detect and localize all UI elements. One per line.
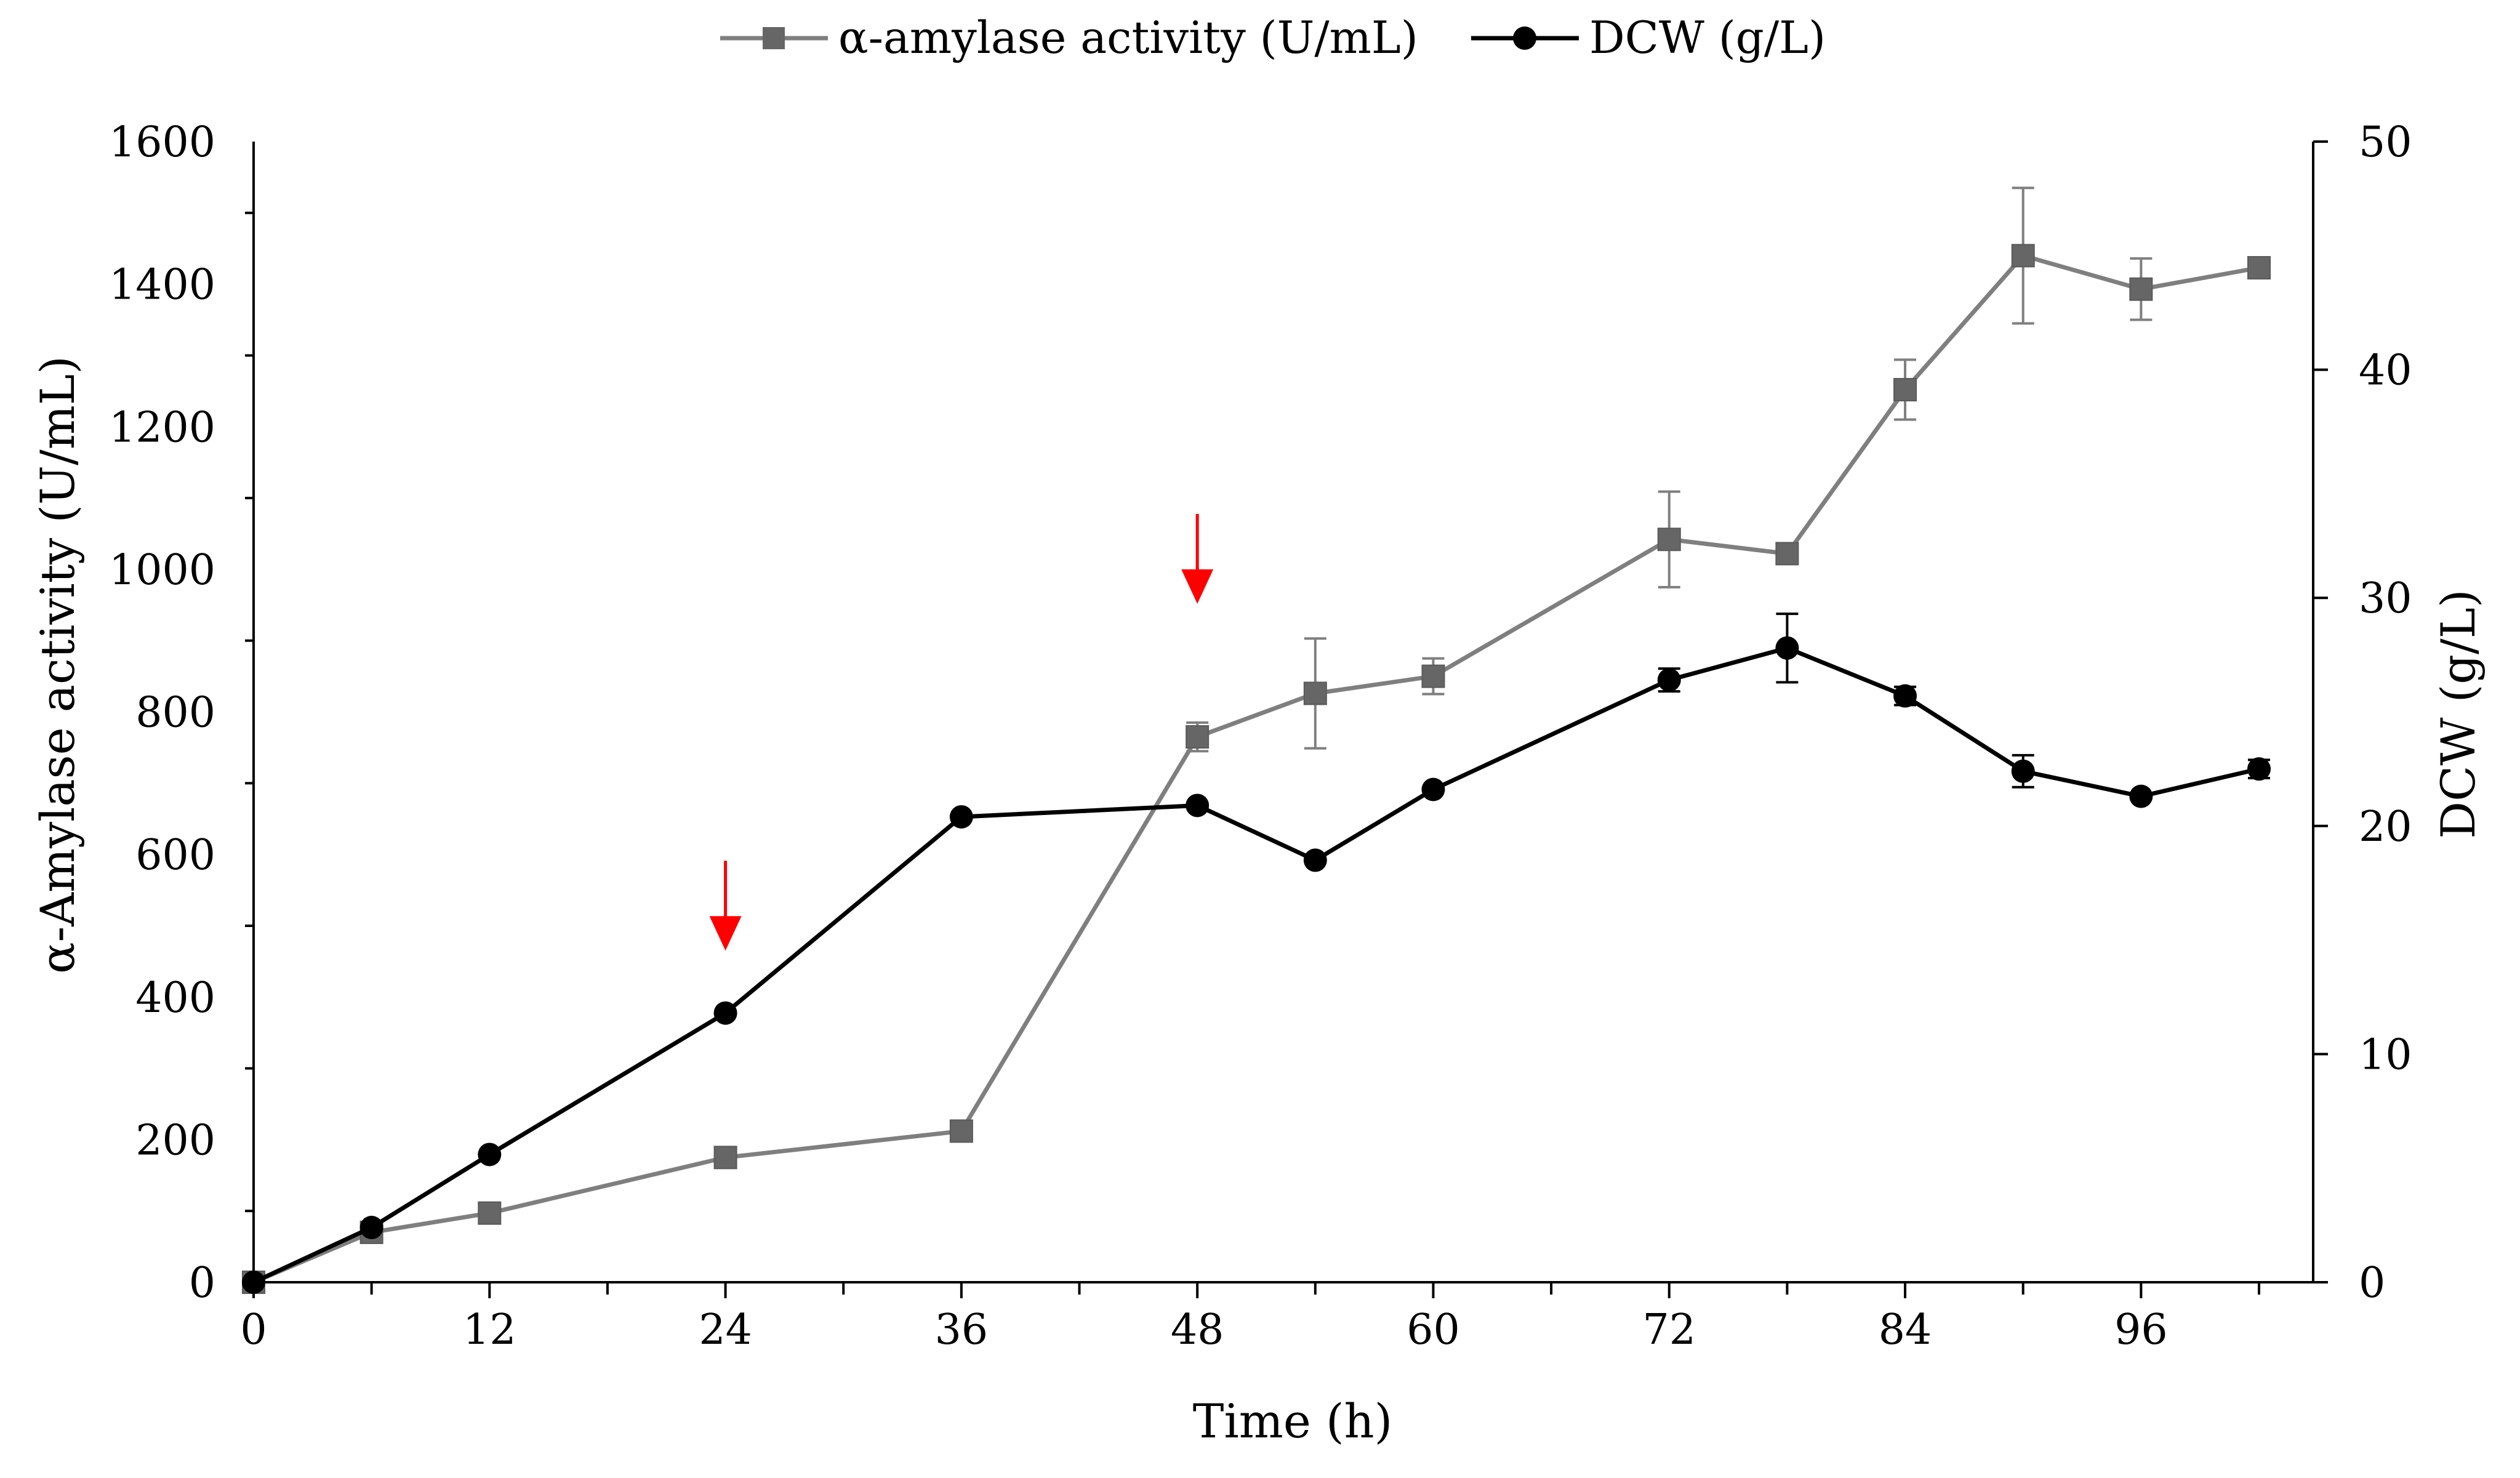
red-arrow-head — [1181, 569, 1214, 604]
dcw-point — [1893, 684, 1917, 708]
amylase-point — [2129, 277, 2153, 301]
x-tick-label: 84 — [1879, 1306, 1932, 1354]
x-tick-label: 24 — [699, 1306, 752, 1354]
y-axis-left-title: α-Amylase activity (U/mL) — [30, 356, 85, 974]
x-tick-label: 72 — [1642, 1306, 1696, 1354]
amylase-point — [2247, 255, 2271, 279]
y-left-tick-label: 400 — [135, 974, 215, 1022]
x-tick-label: 0 — [240, 1306, 267, 1354]
x-tick-label: 12 — [463, 1306, 516, 1354]
dcw-point — [949, 805, 973, 829]
amylase-point — [713, 1146, 737, 1170]
y-right-tick-label: 20 — [2359, 803, 2412, 851]
amylase-point — [1421, 664, 1445, 688]
legend-dcw-marker — [1513, 26, 1536, 50]
dcw-point — [359, 1216, 383, 1240]
annotations-layer — [709, 513, 1214, 951]
y-left-tick-label: 1000 — [109, 546, 215, 595]
y-axis-right-title: DCW (g/L) — [2431, 589, 2486, 838]
y-left-tick-label: 600 — [135, 831, 215, 880]
y-left-tick-label: 1600 — [109, 118, 215, 167]
x-tick-label: 48 — [1171, 1306, 1224, 1354]
dcw-series-line — [252, 646, 2260, 1285]
legend: α-amylase activity (U/mL) DCW (g/L) — [720, 12, 1826, 63]
legend-amylase-marker — [763, 27, 785, 49]
amylase-point — [1657, 528, 1681, 552]
y-left-tick-label: 800 — [135, 689, 215, 737]
amylase-point — [2011, 244, 2035, 268]
dcw-point — [1657, 668, 1681, 692]
amylase-point — [1775, 542, 1799, 566]
x-tick-label: 36 — [935, 1306, 989, 1354]
dcw-point — [713, 1001, 737, 1025]
y-left-tick-label: 1200 — [109, 403, 215, 452]
dcw-point — [1775, 636, 1799, 660]
amylase-point — [478, 1201, 502, 1225]
y-left-tick-label: 200 — [135, 1116, 215, 1165]
amylase-point — [1186, 725, 1210, 749]
y-right-tick-label: 50 — [2359, 118, 2412, 167]
legend-dcw-label: DCW (g/L) — [1589, 12, 1826, 63]
amylase-point — [1303, 681, 1327, 705]
dcw-point — [2011, 759, 2035, 783]
x-axis-title: Time (h) — [1193, 1394, 1392, 1448]
dcw-point — [2247, 757, 2271, 781]
axes-layer: 0 12 24 36 48 60 72 84 9602004006008001000120014… — [109, 118, 2412, 1354]
y-left-tick-label: 0 — [189, 1259, 215, 1307]
x-tick-label: 96 — [2114, 1306, 2168, 1354]
dcw-point — [242, 1271, 265, 1294]
amylase-point — [949, 1119, 973, 1143]
amylase-series-line — [252, 253, 2260, 1285]
y-right-tick-label: 40 — [2359, 347, 2412, 395]
series-layer — [242, 187, 2271, 1294]
dcw-point — [1303, 848, 1327, 872]
legend-amylase-label: α-amylase activity (U/mL) — [838, 12, 1418, 63]
y-right-tick-label: 30 — [2359, 574, 2412, 623]
amylase-point — [1893, 378, 1917, 402]
x-tick-label: 60 — [1406, 1306, 1460, 1354]
y-right-tick-label: 10 — [2359, 1030, 2412, 1079]
y-right-tick-label: 0 — [2359, 1259, 2385, 1307]
dcw-point — [478, 1143, 502, 1167]
red-arrow-head — [709, 916, 742, 951]
y-left-tick-label: 1400 — [109, 261, 215, 310]
dcw-point — [1421, 777, 1445, 801]
dcw-point — [1186, 793, 1210, 817]
dcw-point — [2129, 784, 2153, 808]
